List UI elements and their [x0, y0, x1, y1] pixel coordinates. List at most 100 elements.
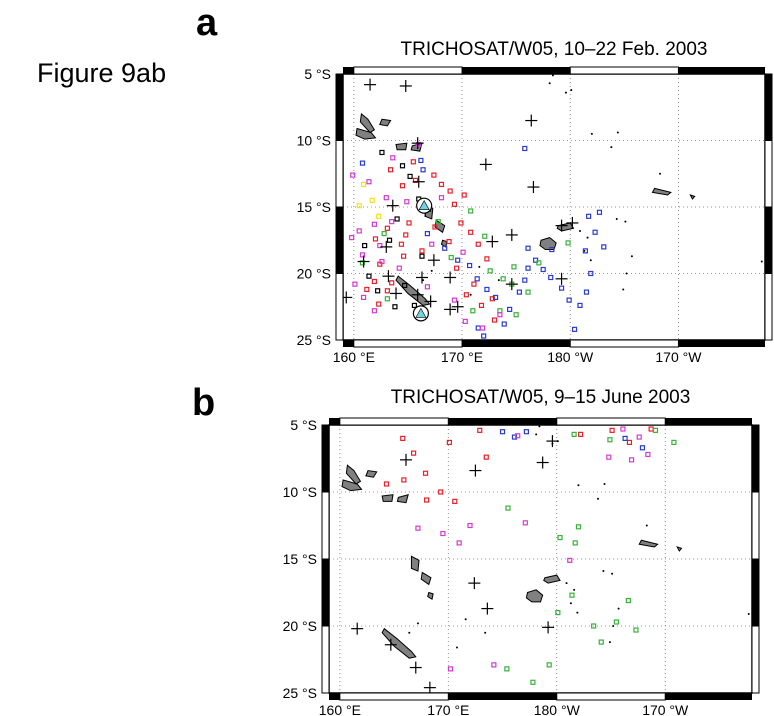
sample-point-red — [384, 225, 390, 231]
sample-point-red — [364, 286, 370, 293]
sample-point-magenta — [359, 252, 366, 258]
cross-marker — [427, 254, 440, 267]
sample-point-green — [482, 233, 488, 239]
land-island — [365, 470, 378, 478]
sample-point-blue — [639, 445, 646, 451]
frame-segment — [329, 693, 340, 700]
frame-segment — [665, 418, 752, 425]
cross-marker — [505, 228, 518, 241]
cross-marker — [566, 216, 579, 229]
sample-point-yellow — [356, 203, 362, 209]
map-frame — [328, 424, 753, 694]
sample-point-red — [398, 241, 405, 247]
x-tick-label: 170 °W — [655, 349, 702, 365]
sample-point-red — [388, 167, 394, 173]
sample-point-green — [625, 597, 631, 604]
sample-point-red — [400, 435, 406, 441]
sample-point-magenta — [515, 433, 521, 439]
frame-segment — [764, 73, 773, 141]
land-island — [396, 493, 409, 504]
frame-segment — [343, 67, 354, 74]
frame-segment — [335, 273, 344, 341]
frame-segment — [448, 418, 557, 425]
sample-point-red — [447, 188, 453, 194]
sample-point-magenta — [438, 195, 445, 201]
sample-point-red — [491, 317, 498, 323]
sample-point-black — [386, 237, 393, 243]
sample-point-black — [379, 149, 385, 156]
sample-point-blue — [499, 429, 506, 435]
sample-point-blue — [501, 321, 507, 327]
sample-point-blue — [522, 145, 528, 152]
frame-segment — [556, 692, 666, 701]
cross-marker — [444, 271, 457, 284]
land-islet — [622, 288, 625, 291]
x-tick-label: 160 °E — [319, 702, 361, 716]
sample-point-yellow — [360, 181, 367, 187]
sample-point-red — [475, 241, 481, 247]
land-islet — [484, 631, 487, 634]
sample-point-magenta — [356, 228, 362, 234]
sample-point-red — [438, 489, 444, 495]
sample-point-green — [555, 609, 561, 616]
land-islet — [416, 622, 419, 625]
sample-point-red — [484, 256, 490, 262]
sample-point-red — [458, 220, 464, 226]
frame-segment — [462, 67, 571, 74]
land-islet — [551, 74, 554, 77]
land-islet — [603, 482, 606, 485]
cross-marker — [386, 199, 399, 212]
cross-marker — [527, 181, 540, 194]
sample-point-red — [422, 470, 429, 476]
x-tick-label: 180 °W — [547, 349, 594, 365]
sample-point-black — [394, 216, 400, 222]
station-marker — [416, 197, 433, 214]
frame-segment — [678, 340, 765, 347]
sample-point-red — [446, 238, 452, 245]
sample-point-magenta — [366, 179, 372, 185]
sample-point-magenta — [349, 234, 355, 241]
sample-point-magenta — [396, 265, 402, 271]
frame-segment — [751, 558, 760, 627]
land-island — [689, 194, 696, 200]
sample-point-green — [530, 679, 536, 685]
sample-point-blue — [507, 306, 513, 313]
sample-point-red — [438, 181, 445, 187]
sample-point-green — [591, 623, 597, 629]
frame-segment — [321, 424, 330, 493]
cross-marker — [399, 79, 412, 92]
sample-point-black — [419, 253, 425, 259]
land-islet — [596, 497, 599, 500]
sample-point-green — [359, 260, 366, 266]
land-islet — [469, 293, 472, 296]
cross-marker — [411, 137, 424, 150]
x-tick-label: 180 °W — [534, 702, 581, 716]
land-island — [440, 239, 448, 248]
land-island — [410, 142, 423, 152]
land-islet — [590, 132, 593, 135]
land-island — [395, 275, 431, 306]
sample-point-red — [406, 220, 412, 226]
land-islet — [464, 618, 467, 621]
land-island — [651, 187, 672, 196]
sample-point-black — [392, 304, 398, 310]
sample-point-green — [572, 540, 578, 546]
sample-point-blue — [548, 274, 554, 281]
sample-point-magenta — [456, 540, 462, 546]
cross-marker — [357, 255, 370, 268]
frame-segment — [665, 693, 752, 700]
frame-segment — [339, 692, 449, 701]
frame-segment — [335, 73, 344, 141]
y-tick-label: 10 °S — [283, 484, 317, 500]
cross-marker — [364, 78, 377, 91]
sample-point-red — [410, 159, 416, 165]
sample-point-red — [419, 248, 425, 254]
sample-point-red — [389, 280, 395, 286]
sample-point-blue — [516, 289, 522, 295]
sample-point-blue — [475, 325, 481, 331]
cross-marker — [542, 621, 555, 634]
sample-point-blue — [455, 257, 461, 263]
figure-label: Figure 9ab — [37, 58, 167, 88]
frame-segment — [764, 140, 773, 208]
